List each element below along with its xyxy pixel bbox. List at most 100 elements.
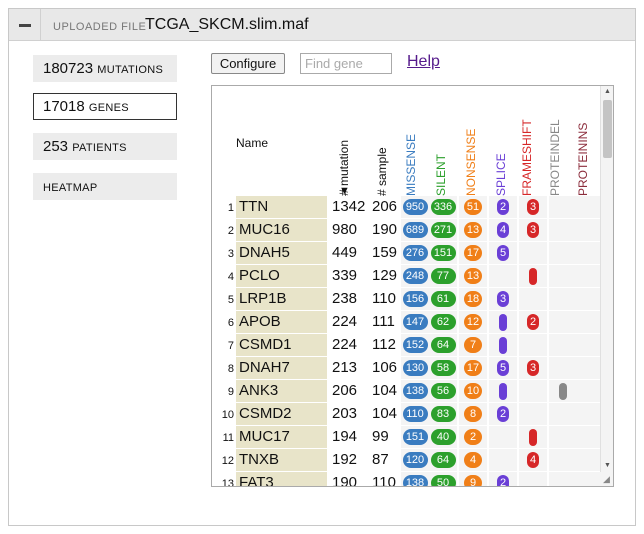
table-row[interactable]: 5 LRP1B 238 110 156 61 18 3 <box>212 288 605 311</box>
configure-button[interactable]: Configure <box>211 53 285 74</box>
proteindel-cell <box>549 219 577 241</box>
gene-name[interactable]: LRP1B <box>236 288 327 310</box>
sample-count: 110 <box>372 290 396 307</box>
proteindel-bar <box>559 383 567 400</box>
vertical-scrollbar[interactable]: ▲ ▼ <box>600 86 613 472</box>
column-header-silent[interactable]: SILENT <box>434 153 448 196</box>
proteinins-cell <box>577 380 605 402</box>
column-header-nonsense[interactable]: NONSENSE <box>464 128 478 196</box>
frameshift-bar <box>529 268 537 285</box>
proteinins-cell <box>577 472 605 486</box>
row-number: 7 <box>227 340 234 352</box>
proteinins-cell <box>577 449 605 471</box>
mutations-tab[interactable]: 180723 MUTATIONS <box>33 55 177 82</box>
silent-badge: 50 <box>430 475 456 486</box>
mutation-count: 206 <box>332 382 358 399</box>
silent-badge: 336 <box>430 199 456 215</box>
table-row[interactable]: 12 TNXB 192 87 120 64 4 4 <box>212 449 605 472</box>
frameshift-badge: 3 <box>527 360 539 376</box>
nonsense-badge: 2 <box>464 429 482 445</box>
gene-name[interactable]: APOB <box>236 311 327 333</box>
table-row[interactable]: 8 DNAH7 213 106 130 58 17 5 3 <box>212 357 605 380</box>
help-link[interactable]: Help <box>407 53 440 70</box>
gene-name[interactable]: FAT3 <box>236 472 327 486</box>
heatmap-tab[interactable]: HEATMAP <box>33 173 177 200</box>
frameshift-cell <box>519 288 547 310</box>
splice-bar <box>499 383 507 400</box>
splice-badge: 2 <box>497 199 509 215</box>
row-number: 10 <box>221 409 234 421</box>
silent-badge: 61 <box>430 291 456 307</box>
nonsense-badge: 12 <box>464 314 482 330</box>
table-row[interactable]: 10 CSMD2 203 104 110 83 8 2 <box>212 403 605 426</box>
column-header-splice[interactable]: SPLICE <box>494 153 508 196</box>
mutation-count: 194 <box>332 428 358 445</box>
mutation-count: 238 <box>332 290 358 307</box>
silent-badge: 62 <box>430 314 456 330</box>
row-number: 11 <box>222 432 234 444</box>
table-row[interactable]: 1 TTN 1342 206 950 336 51 2 3 <box>212 196 605 219</box>
panel-header: UPLOADED FILE TCGA_SKCM.slim.maf <box>9 9 635 41</box>
missense-badge: 151 <box>402 429 428 445</box>
gene-name[interactable]: TTN <box>236 196 327 218</box>
gene-name[interactable]: MUC16 <box>236 219 327 241</box>
proteindel-cell <box>549 449 577 471</box>
missense-badge: 950 <box>402 199 428 215</box>
sample-count: 104 <box>372 382 398 399</box>
proteindel-cell <box>549 311 577 333</box>
mutation-count: 192 <box>332 451 358 468</box>
table-row[interactable]: 13 FAT3 190 110 138 50 9 2 <box>212 472 605 486</box>
table-row[interactable]: 3 DNAH5 449 159 276 151 17 5 <box>212 242 605 265</box>
scroll-down-icon[interactable]: ▼ <box>604 462 611 469</box>
table-row[interactable]: 2 MUC16 980 190 689 271 13 4 3 <box>212 219 605 242</box>
frameshift-cell <box>519 403 547 425</box>
row-number: 4 <box>227 271 234 283</box>
column-header-missense[interactable]: MISSENSE <box>404 133 418 196</box>
gene-name[interactable]: DNAH5 <box>236 242 327 264</box>
scroll-thumb[interactable] <box>603 100 612 158</box>
gene-name[interactable]: TNXB <box>236 449 327 471</box>
gene-name[interactable]: ANK3 <box>236 380 327 402</box>
frameshift-bar <box>529 429 537 446</box>
genes-table: Name # mutation # sample MISSENSE SILENT NON… <box>211 85 614 487</box>
table-row[interactable]: 6 APOB 224 111 147 62 12 2 <box>212 311 605 334</box>
frameshift-badge: 3 <box>527 199 539 215</box>
silent-badge: 64 <box>430 452 456 468</box>
genes-tab[interactable]: 17018 GENES <box>33 93 177 120</box>
scroll-up-icon[interactable]: ▲ <box>604 88 611 95</box>
column-header-frameshift[interactable]: FRAMESHIFT <box>520 119 534 196</box>
gene-name[interactable]: CSMD1 <box>236 334 327 356</box>
column-header-proteindel[interactable]: PROTEINDEL <box>548 119 562 196</box>
row-number: 2 <box>227 225 234 237</box>
splice-badge: 4 <box>497 222 509 238</box>
proteinins-cell <box>577 426 605 448</box>
gene-name[interactable]: DNAH7 <box>236 357 327 379</box>
uploaded-file-panel: UPLOADED FILE TCGA_SKCM.slim.maf 180723 … <box>8 8 636 526</box>
mutations-label: MUTATIONS <box>97 64 164 76</box>
resize-handle-icon[interactable]: ◢ <box>600 472 613 486</box>
table-row[interactable]: 9 ANK3 206 104 138 56 10 <box>212 380 605 403</box>
heatmap-label: HEATMAP <box>43 182 98 194</box>
find-gene-input[interactable] <box>300 53 392 74</box>
sample-count: 129 <box>372 267 398 284</box>
sort-desc-icon: ▼ <box>339 185 350 197</box>
table-row[interactable]: 7 CSMD1 224 112 152 64 7 <box>212 334 605 357</box>
gene-name[interactable]: PCLO <box>236 265 327 287</box>
collapse-button[interactable] <box>9 9 41 41</box>
column-header-proteinins[interactable]: PROTEININS <box>576 122 590 196</box>
sample-count: 159 <box>372 244 398 261</box>
gene-name[interactable]: MUC17 <box>236 426 327 448</box>
sample-count: 190 <box>372 221 398 238</box>
patients-tab[interactable]: 253 PATIENTS <box>33 133 177 160</box>
column-header-sample[interactable]: # sample <box>375 147 389 196</box>
name-header[interactable]: Name <box>236 136 269 150</box>
gene-name[interactable]: CSMD2 <box>236 403 327 425</box>
table-row[interactable]: 11 MUC17 194 99 151 40 2 <box>212 426 605 449</box>
table-row[interactable]: 4 PCLO 339 129 248 77 13 <box>212 265 605 288</box>
missense-badge: 248 <box>402 268 428 284</box>
proteindel-cell <box>549 334 577 356</box>
silent-badge: 58 <box>430 360 456 376</box>
proteindel-cell <box>549 472 577 486</box>
missense-badge: 138 <box>402 475 428 486</box>
proteinins-cell <box>577 288 605 310</box>
